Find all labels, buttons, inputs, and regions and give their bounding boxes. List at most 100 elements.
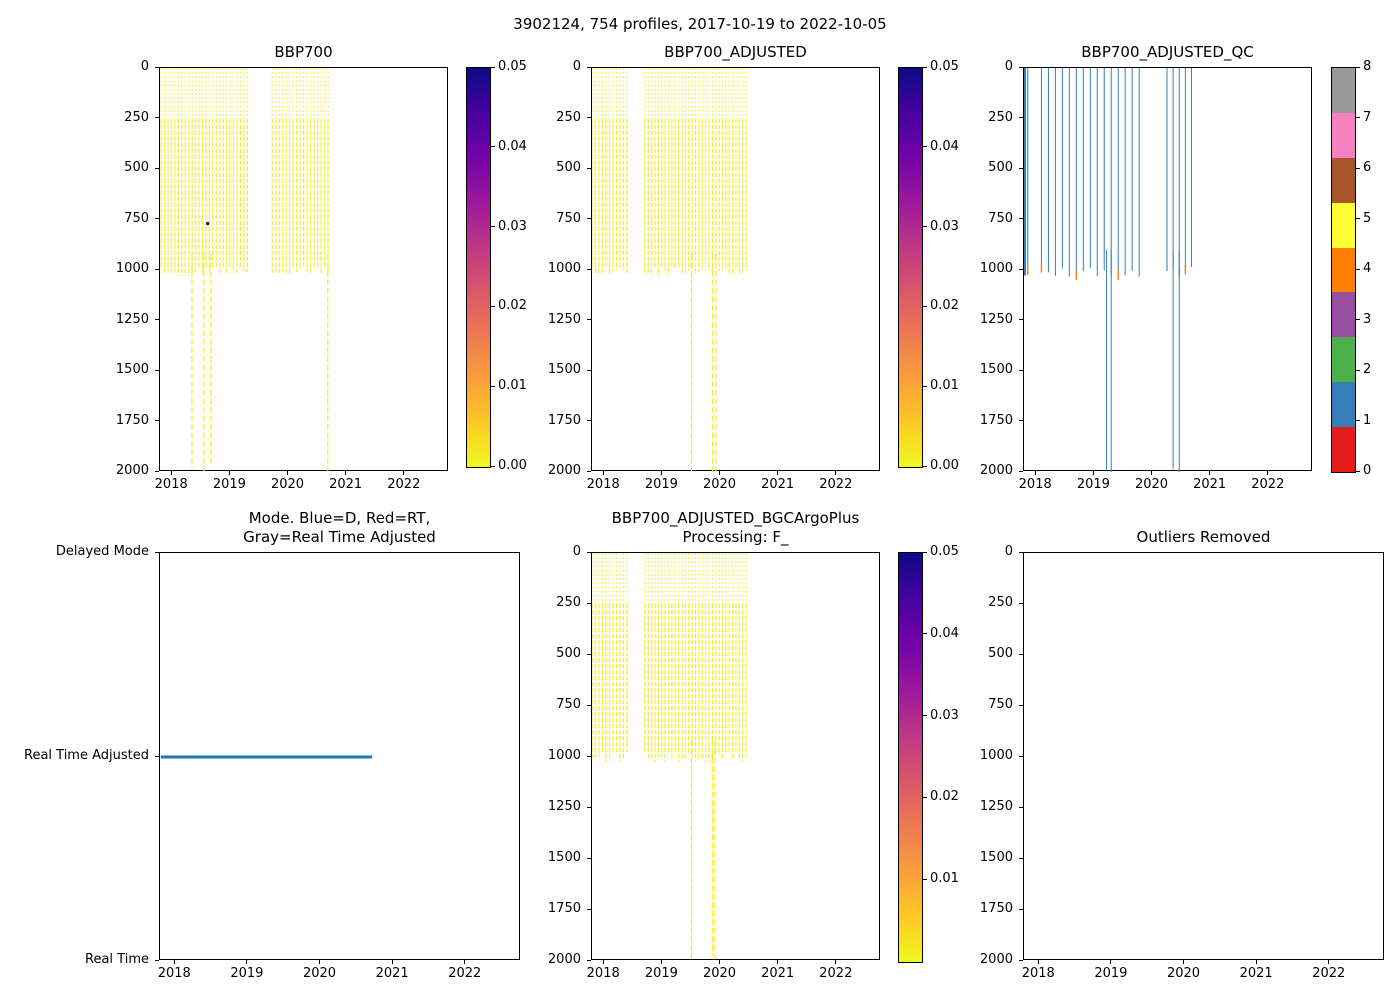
cb-tick-label-cbar-bgcargoplus: 0.04 — [930, 625, 959, 641]
x-tick-bgcargoplus — [660, 960, 662, 964]
x-tick-label-mode: 2022 — [448, 966, 482, 981]
colorbar-cbar-qc — [1331, 67, 1356, 473]
x-tick-label-bbp700_adjusted_qc: 2018 — [1018, 477, 1052, 492]
figure-title: 3902124, 754 profiles, 2017-10-19 to 202… — [513, 15, 887, 33]
x-tick-outliers — [1110, 960, 1112, 964]
y-tick-outliers — [1019, 908, 1023, 910]
y-tick-label-outliers: 500 — [988, 646, 1013, 661]
x-tick-bbp700_adjusted — [660, 471, 662, 475]
x-tick-bbp700_adjusted — [602, 471, 604, 475]
y-tick-label-outliers: 1000 — [979, 748, 1013, 763]
y-tick-outliers — [1019, 551, 1023, 553]
cb-tick-cbar-bbp700 — [491, 226, 495, 228]
x-tick-label-mode: 2019 — [230, 966, 264, 981]
x-tick-bgcargoplus — [777, 960, 779, 964]
cb-tick-label-cbar-qc: 4 — [1363, 261, 1372, 276]
panel-title-outliers: Outliers Removed — [1136, 528, 1271, 546]
y-tick-bbp700_adjusted — [587, 117, 591, 118]
x-tick-mode — [319, 960, 321, 964]
y-tick-bbp700_adjusted — [587, 369, 591, 371]
y-tick-bbp700_adjusted — [587, 218, 591, 219]
cb-tick-cbar-adjusted — [923, 146, 927, 148]
y-tick-bbp700_adjusted — [587, 470, 591, 472]
y-tick-bbp700_adjusted_qc — [1019, 420, 1023, 421]
x-tick-mode — [246, 960, 248, 964]
x-tick-label-bbp700_adjusted_qc: 2022 — [1251, 477, 1285, 492]
x-tick-label-mode: 2018 — [157, 966, 191, 981]
y-tick-label-bgcargoplus: 0 — [572, 544, 581, 559]
y-tick-label-bbp700_adjusted: 250 — [556, 109, 581, 125]
y-tick-bgcargoplus — [587, 908, 591, 910]
qc-color-segment-1 — [1332, 382, 1355, 427]
y-tick-bbp700 — [155, 66, 159, 68]
y-tick-bbp700 — [155, 369, 159, 371]
x-tick-label-outliers: 2021 — [1239, 966, 1273, 981]
cb-tick-cbar-qc — [1356, 167, 1360, 169]
cb-tick-cbar-qc — [1356, 420, 1360, 421]
cb-tick-cbar-bbp700 — [491, 385, 495, 387]
cb-tick-label-cbar-adjusted: 0.05 — [930, 59, 959, 74]
y-tick-bbp700 — [155, 470, 159, 472]
y-tick-bbp700 — [155, 420, 159, 421]
y-tick-outliers — [1019, 602, 1023, 604]
x-tick-bbp700_adjusted_qc — [1267, 471, 1269, 475]
x-tick-label-bbp700: 2021 — [329, 477, 363, 492]
y-tick-label-bbp700_adjusted: 1000 — [547, 261, 581, 276]
y-tick-bbp700_adjusted_qc — [1019, 218, 1023, 219]
x-tick-label-bbp700: 2020 — [270, 477, 305, 492]
y-tick-bgcargoplus — [587, 653, 591, 655]
cb-tick-cbar-qc — [1356, 319, 1360, 320]
axes-bbp700 — [159, 67, 448, 471]
y-tick-bgcargoplus — [587, 857, 591, 859]
y-tick-outliers — [1019, 653, 1023, 655]
y-tick-label-bbp700_adjusted_qc: 750 — [988, 210, 1013, 226]
cb-tick-label-cbar-qc: 6 — [1363, 160, 1372, 175]
y-tick-outliers — [1019, 857, 1023, 859]
x-tick-label-bbp700_adjusted: 2021 — [761, 477, 795, 492]
panel-title-bgcargoplus-line2: Processing: F_ — [682, 528, 789, 546]
y-tick-label-bgcargoplus: 1000 — [547, 748, 581, 763]
y-tick-label-outliers: 1250 — [979, 799, 1013, 814]
y-tick-label-bgcargoplus: 1750 — [547, 901, 581, 916]
y-tick-label-outliers: 0 — [1004, 544, 1013, 559]
colorbar-cbar-adjusted — [898, 67, 923, 468]
axes-outliers — [1023, 552, 1384, 960]
x-tick-bbp700 — [170, 471, 172, 475]
y-tick-bbp700_adjusted_qc — [1019, 369, 1023, 371]
y-tick-label-bbp700_adjusted_qc: 2000 — [979, 463, 1013, 478]
y-tick-bbp700 — [155, 319, 159, 320]
x-tick-bgcargoplus — [835, 960, 837, 964]
cb-tick-cbar-qc — [1356, 470, 1360, 472]
x-tick-label-bbp700_adjusted_qc: 2019 — [1076, 477, 1110, 492]
x-tick-bbp700 — [345, 471, 347, 475]
y-tick-label-bbp700_adjusted: 500 — [556, 160, 581, 175]
cb-tick-cbar-bbp700 — [491, 146, 495, 148]
y-tick-mode — [155, 959, 159, 961]
cb-tick-cbar-adjusted — [923, 66, 927, 68]
y-tick-outliers — [1019, 755, 1023, 757]
cb-tick-label-cbar-bgcargoplus: 0.02 — [930, 789, 959, 805]
y-tick-bgcargoplus — [587, 959, 591, 961]
x-tick-label-bbp700_adjusted: 2022 — [819, 477, 853, 492]
cb-tick-label-cbar-qc: 8 — [1363, 59, 1372, 74]
y-tick-label-bbp700_adjusted: 1750 — [547, 412, 581, 428]
y-tick-label-bbp700_adjusted_qc: 0 — [1004, 59, 1013, 74]
x-tick-label-bbp700_adjusted: 2018 — [586, 477, 620, 492]
y-tick-label-bgcargoplus: 750 — [556, 697, 581, 712]
plot-area-mode — [160, 755, 373, 759]
y-tick-bbp700_adjusted — [587, 420, 591, 421]
y-tick-label-outliers: 750 — [988, 697, 1013, 712]
y-tick-label-outliers: 250 — [988, 595, 1013, 610]
x-tick-outliers — [1328, 960, 1330, 964]
y-tick-label-bbp700: 500 — [124, 160, 149, 175]
y-tick-bgcargoplus — [587, 806, 591, 808]
x-tick-label-bbp700_adjusted_qc: 2021 — [1193, 477, 1227, 492]
plot-area-bbp700_adjusted — [592, 68, 747, 472]
panel-title-bbp700_adjusted: BBP700_ADJUSTED — [664, 43, 807, 61]
cb-tick-label-cbar-qc: 2 — [1363, 362, 1372, 377]
y-tick-bbp700_adjusted — [587, 66, 591, 68]
y-tick-bbp700_adjusted_qc — [1019, 319, 1023, 320]
qc-color-segment-4 — [1332, 247, 1355, 293]
y-tick-bbp700_adjusted_qc — [1019, 470, 1023, 472]
